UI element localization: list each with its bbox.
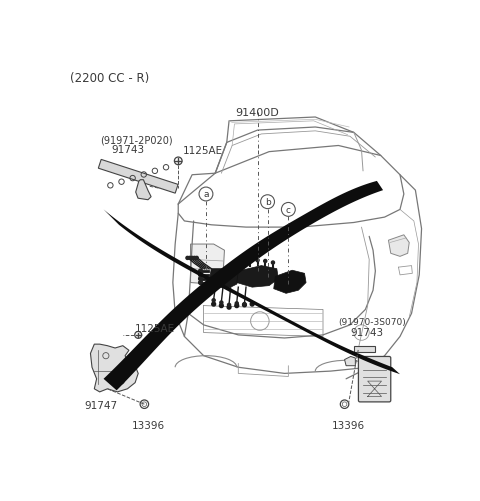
Circle shape (186, 257, 189, 260)
Polygon shape (209, 269, 240, 289)
Circle shape (242, 303, 246, 307)
Circle shape (199, 281, 203, 285)
Circle shape (212, 299, 215, 302)
Circle shape (256, 259, 259, 262)
Circle shape (219, 304, 223, 308)
Text: (2200 CC - R): (2200 CC - R) (71, 72, 150, 85)
Circle shape (235, 304, 239, 308)
Circle shape (195, 257, 198, 260)
Text: (91970-3S070): (91970-3S070) (338, 318, 406, 327)
Polygon shape (136, 180, 151, 200)
Text: a: a (203, 190, 209, 199)
Circle shape (199, 274, 203, 277)
Circle shape (250, 303, 254, 307)
Circle shape (228, 304, 230, 307)
Circle shape (199, 270, 203, 274)
Circle shape (271, 262, 275, 265)
Text: 91747: 91747 (84, 400, 118, 410)
Polygon shape (274, 271, 306, 294)
Circle shape (248, 260, 252, 263)
Text: (91971-2P020): (91971-2P020) (100, 135, 172, 145)
Text: 91743: 91743 (111, 145, 144, 155)
Text: 1125AE: 1125AE (183, 146, 223, 156)
Polygon shape (104, 210, 400, 374)
Text: 1125AE: 1125AE (134, 323, 174, 333)
FancyBboxPatch shape (359, 357, 391, 402)
Polygon shape (104, 181, 383, 391)
Text: b: b (264, 198, 270, 207)
Circle shape (199, 277, 203, 281)
Circle shape (243, 303, 246, 306)
Polygon shape (90, 345, 138, 392)
Circle shape (235, 302, 238, 305)
Circle shape (227, 306, 231, 310)
Text: 91400D: 91400D (236, 108, 279, 118)
Text: 91743: 91743 (350, 328, 383, 338)
Polygon shape (388, 235, 409, 257)
Text: c: c (286, 205, 291, 214)
Circle shape (191, 257, 193, 260)
Circle shape (264, 260, 267, 263)
Polygon shape (354, 347, 375, 352)
Text: 13396: 13396 (332, 420, 365, 430)
Circle shape (220, 302, 223, 305)
Polygon shape (345, 357, 355, 366)
Circle shape (193, 257, 196, 260)
Circle shape (188, 257, 192, 260)
Polygon shape (98, 160, 178, 194)
Circle shape (212, 303, 216, 307)
Polygon shape (237, 266, 278, 288)
Text: 13396: 13396 (132, 420, 165, 430)
Polygon shape (191, 244, 225, 285)
